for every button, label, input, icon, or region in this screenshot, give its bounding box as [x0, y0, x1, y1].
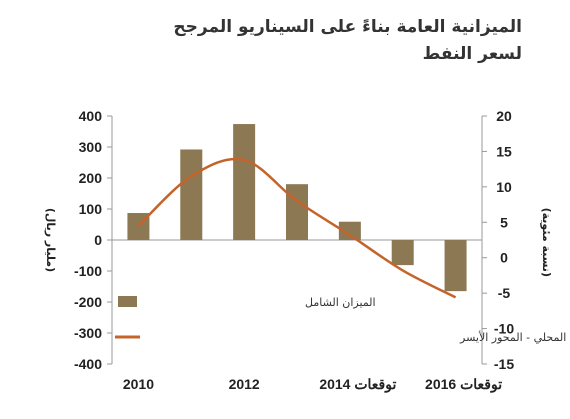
bar	[233, 124, 256, 240]
chart-title-line-2: لسعر النفط	[422, 44, 522, 64]
y-left-tick-label: 200	[79, 170, 103, 186]
y-left-tick-label: -300	[74, 325, 102, 341]
bar	[286, 184, 308, 240]
y-right-tick-label: -5	[498, 285, 511, 301]
y-left-tick-label: 300	[79, 139, 103, 155]
chart-title: الميزانية العامة بناءً على السيناريو الم…	[102, 14, 522, 68]
y-axis-right-label: (نسبة مئوية)	[540, 208, 553, 277]
legend-label-bars: الميزان الشامل	[305, 296, 376, 309]
y-right-tick-label: 10	[496, 179, 512, 195]
y-right-tick-label: 20	[496, 108, 512, 124]
bar	[180, 149, 203, 240]
y-right-tick-label: 5	[500, 214, 508, 230]
y-right-tick-label: 15	[496, 143, 512, 159]
bar	[391, 240, 414, 266]
bar	[444, 240, 467, 292]
chart-title-line-1: الميزانية العامة بناءً على السيناريو الم…	[173, 17, 522, 37]
y-right-tick-label: 0	[500, 250, 508, 266]
x-tick-label: 2010	[123, 376, 154, 392]
y-right-tick-label: -10	[494, 321, 514, 337]
y-left-tick-label: -400	[74, 356, 102, 372]
x-tick-label: 2012	[229, 376, 260, 392]
y-left-tick-label: -200	[74, 294, 102, 310]
legend-swatch-bars	[118, 296, 137, 307]
series-line	[137, 157, 457, 299]
y-right-tick-label: -15	[494, 356, 514, 372]
y-left-tick-label: 400	[79, 108, 103, 124]
y-left-tick-label: 0	[94, 232, 102, 248]
legend-label-line: نسبة من الناتج المحلي - المحور الأيسر	[459, 330, 570, 344]
bar	[338, 221, 361, 240]
x-tick-label: 2016 توقعات	[425, 376, 502, 393]
y-left-tick-label: 100	[79, 201, 103, 217]
y-left-tick-label: -100	[74, 263, 102, 279]
x-tick-label: 2014 توقعات	[319, 376, 396, 393]
y-axis-left-label: (مليار ريال)	[44, 208, 57, 272]
